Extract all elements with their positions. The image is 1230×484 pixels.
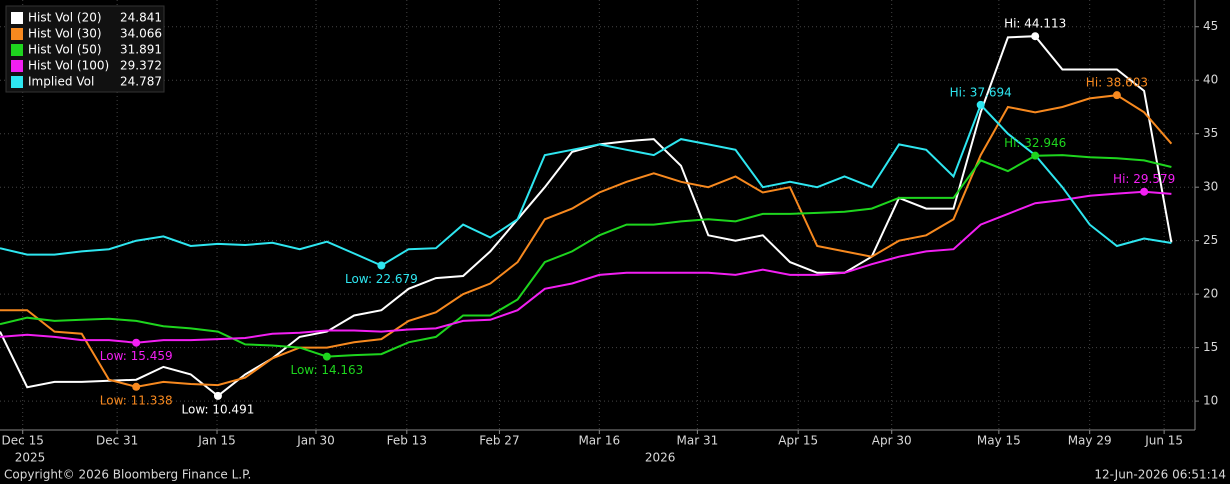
extreme-marker [1031, 151, 1040, 160]
extreme-label: Low: 14.163 [290, 363, 363, 377]
legend-swatch [11, 60, 23, 72]
legend-swatch [11, 76, 23, 88]
extreme-marker [1112, 91, 1121, 100]
legend-value: 29.372 [120, 59, 162, 73]
extreme-marker [132, 382, 141, 391]
x-tick-label: Dec 15 [2, 434, 44, 448]
legend-value: 31.891 [120, 43, 162, 57]
y-tick-label: 25 [1203, 233, 1218, 247]
legend-box [5, 5, 165, 93]
extreme-label: Hi: 37.694 [950, 85, 1012, 99]
extreme-marker [377, 261, 386, 270]
legend: Hist Vol (20) 24.841 Hist Vol (30) 34.066 Hi… [5, 5, 165, 93]
series-line [0, 35, 1173, 398]
year-label: 2025 [15, 451, 46, 465]
legend-swatch [11, 44, 23, 56]
extreme-label: Hi: 32.946 [1004, 136, 1066, 150]
legend-swatch [11, 12, 23, 24]
extreme-marker [322, 352, 331, 361]
legend-label: Hist Vol (100) [28, 59, 109, 73]
y-tick-label: 40 [1203, 73, 1218, 87]
y-tick-label: 35 [1203, 126, 1218, 140]
x-tick-label: Dec 31 [96, 434, 138, 448]
x-tick-label: Feb 27 [479, 434, 519, 448]
x-tick-label: Jun 15 [1144, 434, 1183, 448]
legend-value: 24.841 [120, 11, 162, 25]
y-tick-label: 15 [1203, 340, 1218, 354]
extreme-marker [1140, 187, 1149, 196]
extreme-label: Low: 10.491 [182, 402, 255, 416]
legend-value: 34.066 [120, 27, 162, 41]
x-tick-label: Apr 15 [778, 434, 818, 448]
year-label: 2026 [645, 451, 676, 465]
legend-swatch [11, 28, 23, 40]
legend-label: Hist Vol (50) [28, 43, 102, 57]
legend-label: Implied Vol [28, 75, 94, 89]
extreme-marker [132, 338, 141, 347]
extreme-label: Hi: 44.113 [1004, 17, 1066, 31]
extreme-label: Low: 11.338 [100, 393, 173, 407]
x-tick-label: Mar 16 [578, 434, 620, 448]
extreme-label: Low: 15.459 [100, 349, 173, 363]
extreme-marker [1031, 32, 1040, 41]
x-tick-label: May 15 [977, 434, 1021, 448]
y-tick-label: 20 [1203, 287, 1218, 301]
y-tick-label: 10 [1203, 394, 1218, 408]
x-tick-label: May 29 [1068, 434, 1112, 448]
timestamp: 12-Jun-2026 06:51:14 [1094, 468, 1226, 482]
y-tick-label: 30 [1203, 180, 1218, 194]
legend-label: Hist Vol (30) [28, 27, 102, 41]
source: Copyright© 2026 Bloomberg Finance L.P. [4, 468, 251, 482]
y-tick-label: 45 [1203, 19, 1218, 33]
legend-label: Hist Vol (20) [28, 11, 102, 25]
extreme-label: Hi: 38.603 [1086, 76, 1148, 90]
series-line [0, 103, 1172, 267]
x-tick-label: Jan 15 [197, 434, 236, 448]
x-tick-label: Feb 13 [387, 434, 427, 448]
series-line [0, 190, 1172, 344]
x-tick-label: Apr 30 [872, 434, 912, 448]
extreme-label: Low: 22.679 [345, 272, 418, 286]
extreme-label: Hi: 29.579 [1113, 172, 1175, 186]
x-tick-label: Jan 30 [296, 434, 335, 448]
extreme-marker [213, 391, 222, 400]
extreme-marker [976, 100, 985, 109]
x-tick-label: Mar 31 [677, 434, 719, 448]
series-line [0, 154, 1172, 358]
legend-value: 24.787 [120, 75, 162, 89]
